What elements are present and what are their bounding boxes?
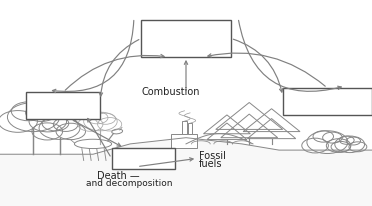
Bar	[112, 148, 175, 169]
Text: Death —: Death —	[97, 171, 140, 180]
Bar	[141, 21, 231, 58]
Text: Combustion: Combustion	[141, 87, 200, 97]
Bar	[171, 134, 197, 148]
Bar	[188, 124, 192, 134]
Text: and decomposition: and decomposition	[86, 178, 172, 187]
Bar	[283, 89, 372, 115]
Bar	[182, 122, 187, 134]
Text: fuels: fuels	[199, 158, 222, 168]
Text: Fossil: Fossil	[199, 150, 226, 160]
Bar	[26, 93, 100, 119]
